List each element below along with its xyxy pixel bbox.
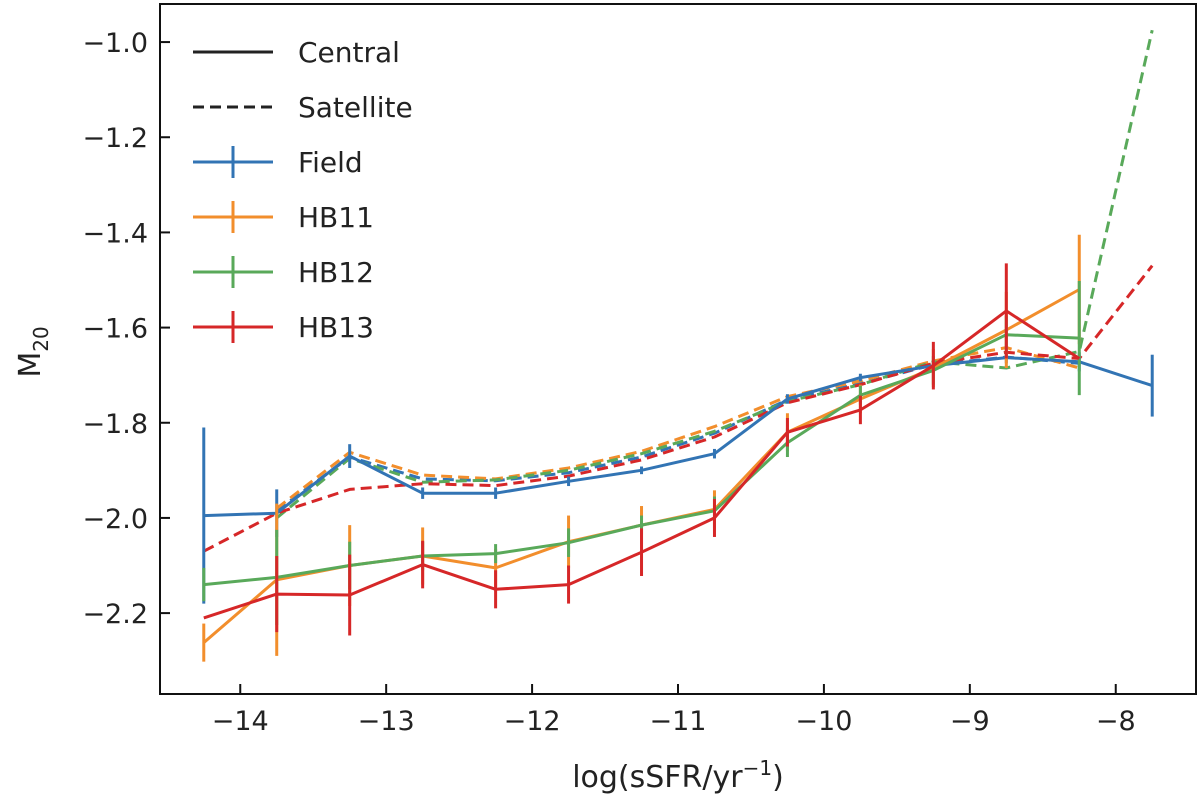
legend-label-field: Field — [298, 146, 363, 179]
y-tick-label: −2.2 — [82, 599, 148, 630]
y-tick-label: −1.8 — [82, 409, 148, 440]
series-line-field-satellite — [275, 355, 1080, 513]
x-tick-label: −9 — [950, 706, 990, 737]
legend-label-central: Central — [298, 36, 400, 69]
x-axis-title: log(sSFR/yr−1) — [572, 756, 784, 795]
series-line-hb13-satellite — [203, 264, 1154, 553]
legend: Central Satellite Field HB11 HB12 HB13 — [193, 36, 413, 344]
legend-label-hb13: HB13 — [298, 311, 374, 344]
legend-label-hb12: HB12 — [298, 256, 374, 289]
plot-lines — [202, 29, 1154, 662]
x-tick-label: −14 — [212, 706, 269, 737]
y-tick-label: −2.0 — [82, 504, 148, 535]
x-tick-label: −10 — [795, 706, 852, 737]
legend-label-satellite: Satellite — [298, 91, 413, 124]
axis-ticks: −14 −13 −12 −11 −10 −9 −8 −2.2 −2.0 −1.8 −1.6 −1.4 −… — [82, 28, 1135, 737]
x-tick-label: −12 — [504, 706, 561, 737]
series-line-hb11-satellite — [275, 346, 1080, 510]
series-line-field-central — [203, 356, 1153, 518]
x-tick-label: −11 — [650, 706, 707, 737]
y-tick-label: −1.4 — [82, 218, 148, 249]
y-tick-label: −1.6 — [82, 314, 148, 345]
x-tick-label: −8 — [1096, 706, 1136, 737]
y-tick-label: −1.0 — [82, 28, 148, 59]
x-tick-label: −13 — [358, 706, 415, 737]
legend-label-hb11: HB11 — [298, 201, 374, 234]
y-axis-title: M20 — [13, 326, 53, 377]
y-tick-label: −1.2 — [82, 123, 148, 154]
